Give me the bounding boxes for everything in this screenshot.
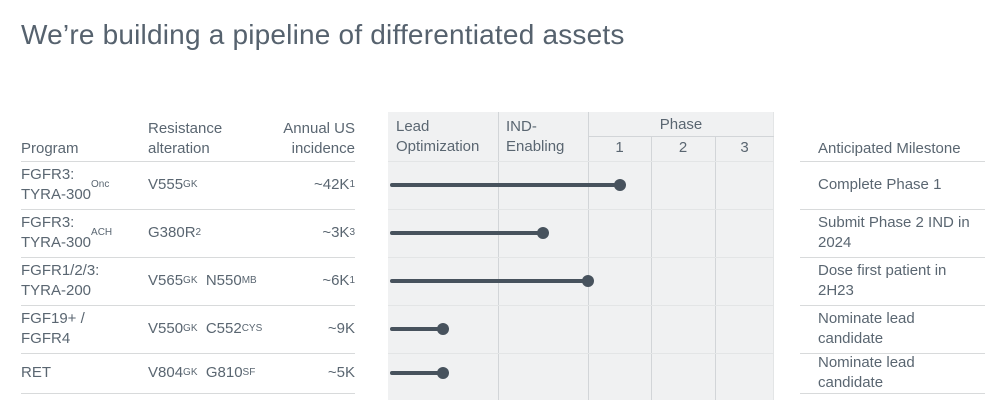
stage-header-phase: Phase [659, 116, 703, 133]
row-separator [800, 305, 985, 306]
phase-column-label-2: 2 [678, 139, 688, 156]
gridline-horizontal [388, 257, 774, 258]
column-header-anticipated-milestone: Anticipated Milestone [818, 112, 988, 159]
milestone-header-label: Anticipated Milestone [818, 140, 961, 157]
resistance-alteration-cell: V550 GK C552 CYS [148, 320, 263, 337]
lead-opt-line1: Lead [396, 118, 430, 135]
program-cell: RET [21, 364, 51, 381]
resistance-alteration-cell: V565 GK N550 MB [148, 272, 257, 289]
pipeline-bar [390, 231, 543, 235]
gridline-horizontal [388, 353, 774, 354]
incidence-cell: ~9K [327, 320, 355, 337]
gridline-vertical [498, 112, 499, 400]
pipeline-bar [390, 183, 620, 187]
gridline-vertical [651, 136, 652, 400]
pipeline-bar-dot [613, 179, 626, 191]
resistance-alteration-cell: V804 GK G810 SF [148, 364, 256, 381]
pipeline-bar-dot [437, 323, 449, 335]
column-header-annual-us-incidence: Annual US incidence [248, 112, 355, 159]
pipeline-bar-dot [582, 275, 594, 287]
program-cell: FGFR3: TYRA-300 Onc [21, 166, 110, 203]
milestone-cell: Dose first patient in 2H23 [818, 262, 951, 299]
stage-header-ind-enabling: IND- Enabling [506, 117, 564, 157]
gridline-vertical [588, 112, 589, 400]
incidence-cell: ~42K 1 [313, 176, 355, 193]
ind-enabling-line1: IND- [506, 118, 537, 135]
row-separator [21, 353, 355, 354]
phase-column-label-1: 1 [615, 139, 624, 156]
program-cell: FGFR3: TYRA-300 ACH [21, 214, 113, 251]
resistance-alteration-cell: G380R 2 [148, 224, 202, 241]
program-cell: FGF19+ / FGFR4 [21, 310, 85, 347]
incidence-header-line1: Annual US [283, 120, 355, 137]
row-separator [800, 257, 985, 258]
resistance-header-line1: Resistance [148, 120, 223, 137]
gridline-vertical [773, 112, 774, 400]
milestone-cell: Submit Phase 2 IND in 2024 [818, 214, 974, 251]
page-title: We’re building a pipeline of differentia… [21, 19, 625, 50]
phase-group-underline [588, 136, 774, 137]
column-header-resistance-alteration: Resistance alteration [148, 112, 260, 159]
gridline-vertical [715, 136, 716, 400]
row-separator [21, 393, 355, 394]
column-header-program: Program [21, 112, 146, 159]
gridline-horizontal [388, 209, 774, 210]
row-separator [21, 305, 355, 306]
row-separator [800, 209, 985, 210]
ind-enabling-line2: Enabling [506, 138, 565, 155]
row-separator [21, 257, 355, 258]
stage-header-lead-optimization: Lead Optimization [396, 117, 479, 157]
incidence-cell: ~6K 1 [322, 272, 355, 289]
row-separator [800, 161, 985, 162]
row-separator [21, 161, 355, 162]
pipeline-bar [390, 279, 588, 283]
column-header-program-label: Program [21, 140, 79, 157]
pipeline-bar-dot [437, 367, 449, 379]
milestone-cell: Nominate lead candidate [818, 310, 919, 347]
row-separator [800, 353, 985, 354]
program-cell: FGFR1/2/3: TYRA-200 [21, 262, 100, 299]
pipeline-stage-chart: Lead Optimization IND- Enabling Phase 1 2… [388, 112, 774, 400]
row-separator [21, 209, 355, 210]
incidence-header-line2: incidence [291, 140, 355, 157]
pipeline-bar [390, 371, 443, 375]
gridline-horizontal [388, 161, 774, 162]
incidence-cell: ~3K 3 [322, 224, 355, 241]
row-separator [800, 393, 985, 394]
incidence-cell: ~5K [327, 364, 355, 381]
phase-column-label-3: 3 [740, 139, 749, 156]
milestone-cell: Nominate lead candidate [818, 354, 919, 391]
pipeline-bar [390, 327, 443, 331]
gridline-horizontal [388, 305, 774, 306]
resistance-alteration-cell: V555 GK [148, 176, 198, 193]
lead-opt-line2: Optimization [396, 138, 480, 155]
milestone-cell: Complete Phase 1 [818, 176, 942, 193]
resistance-header-line2: alteration [148, 140, 210, 157]
pipeline-bar-dot [537, 227, 549, 239]
